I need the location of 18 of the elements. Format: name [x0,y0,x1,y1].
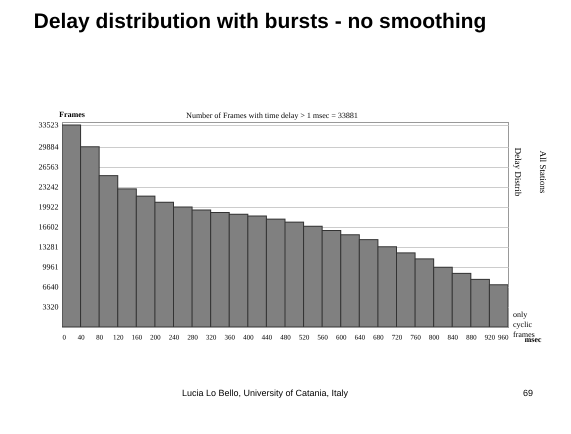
y-axis-title: Frames [59,110,85,119]
y-tick-label: 9961 [42,262,58,272]
y-tick-label: 16602 [38,222,58,232]
y-tick-label: 13281 [38,242,58,252]
y-tick-label: 6640 [42,282,58,292]
text: Delay Distrib [513,148,523,197]
y-tick-label: 19922 [38,202,58,212]
text: Number of Frames with time delay > 1 msec = 33881 [186,111,358,120]
chart-title: Delay distribution with bursts - no smoothing [34,10,486,33]
y-tick-label: 29884 [38,142,58,152]
text: only cyclic frames [513,310,535,339]
text: All Stations [538,150,548,194]
y-tick-label: 26563 [38,162,58,172]
text: Lucia Lo Bello, University of Catania, Italy [182,388,349,398]
text: 69 [522,388,534,398]
y-tick-label: 3320 [42,302,58,312]
y-tick-label: 33523 [38,120,58,130]
y-tick-label: 23242 [38,182,58,192]
